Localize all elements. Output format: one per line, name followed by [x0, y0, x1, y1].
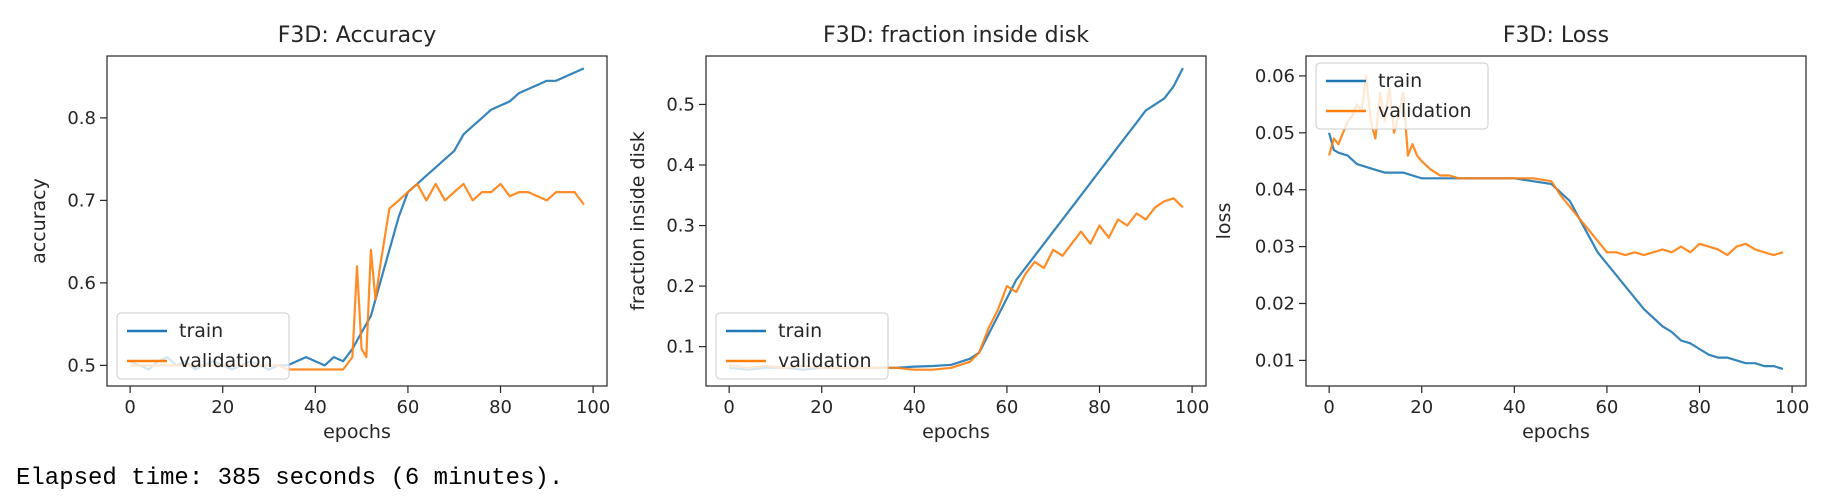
x-tick-label: 80 [1088, 397, 1111, 418]
y-axis-label: loss [1213, 203, 1235, 240]
chart-title: F3D: fraction inside disk [823, 23, 1089, 48]
x-tick-label: 80 [1688, 397, 1711, 418]
y-tick-label: 0.02 [1255, 294, 1295, 315]
x-tick-label: 20 [1410, 397, 1433, 418]
x-tick-label: 60 [1595, 397, 1618, 418]
y-tick-label: 0.04 [1255, 180, 1295, 201]
y-tick-label: 0.3 [666, 216, 695, 237]
x-tick-label: 60 [396, 397, 419, 418]
x-tick-label: 100 [1775, 397, 1809, 418]
legend-label-train: train [778, 320, 822, 342]
x-tick-label: 40 [304, 397, 327, 418]
x-tick-label: 40 [903, 397, 926, 418]
chart-title: F3D: Accuracy [278, 23, 436, 48]
loss-chart: F3D: Loss 0 20 40 60 80 100 0.01 0.02 0.03 0.04 0.0… [1213, 23, 1809, 443]
y-tick-label: 0.5 [666, 94, 695, 115]
x-tick-label: 100 [1175, 397, 1209, 418]
y-tick-label: 0.8 [67, 108, 96, 129]
legend-label-train: train [179, 320, 223, 342]
plot-frame [1305, 55, 1807, 387]
x-tick-label: 100 [576, 397, 610, 418]
y-tick-label: 0.01 [1255, 350, 1295, 371]
x-tick-label: 40 [1503, 397, 1526, 418]
legend-box [116, 312, 290, 380]
legend-box [715, 312, 889, 380]
x-tick-label: 60 [995, 397, 1018, 418]
y-tick-label: 0.4 [666, 155, 695, 176]
y-tick-label: 0.2 [666, 276, 695, 297]
x-tick-label: 80 [489, 397, 512, 418]
legend: train validation [116, 312, 290, 380]
legend-label-train: train [1378, 70, 1422, 92]
x-tick-label: 20 [810, 397, 833, 418]
charts-figure: F3D: Accuracy 0 20 40 60 80 100 0.5 0.6 0.7 0.8 epo… [28, 23, 1809, 443]
chart-title: F3D: Loss [1503, 23, 1609, 48]
y-tick-label: 0.1 [666, 337, 695, 358]
x-tick-label: 0 [124, 397, 135, 418]
y-tick-label: 0.05 [1255, 123, 1295, 144]
plot-frame [106, 55, 608, 387]
legend-label-validation: validation [1378, 100, 1472, 122]
legend-box [1315, 62, 1489, 130]
accuracy-chart: F3D: Accuracy 0 20 40 60 80 100 0.5 0.6 0.7 0.8 epo… [28, 23, 610, 443]
legend: train validation [1315, 62, 1489, 130]
x-tick-label: 20 [211, 397, 234, 418]
x-tick-label: 0 [1323, 397, 1334, 418]
x-tick-label: 0 [723, 397, 734, 418]
y-tick-label: 0.5 [67, 355, 96, 376]
elapsed-time-output: Elapsed time: 385 seconds (6 minutes). [16, 465, 564, 492]
x-axis-label: epochs [922, 421, 990, 443]
y-tick-label: 0.03 [1255, 237, 1295, 258]
legend-label-validation: validation [778, 350, 872, 372]
plot-frame [705, 55, 1207, 387]
y-axis-label: accuracy [28, 178, 50, 264]
legend: train validation [715, 312, 889, 380]
x-axis-label: epochs [323, 421, 391, 443]
y-tick-label: 0.06 [1255, 66, 1295, 87]
y-axis-label: fraction inside disk [627, 131, 649, 311]
y-tick-label: 0.6 [67, 273, 96, 294]
series-line-train [1328, 132, 1784, 370]
x-axis-label: epochs [1522, 421, 1590, 443]
legend-label-validation: validation [179, 350, 273, 372]
fraction-inside-disk-chart: F3D: fraction inside disk 0 20 40 60 80 100 0.1… [627, 23, 1209, 443]
y-tick-label: 0.7 [67, 190, 96, 211]
